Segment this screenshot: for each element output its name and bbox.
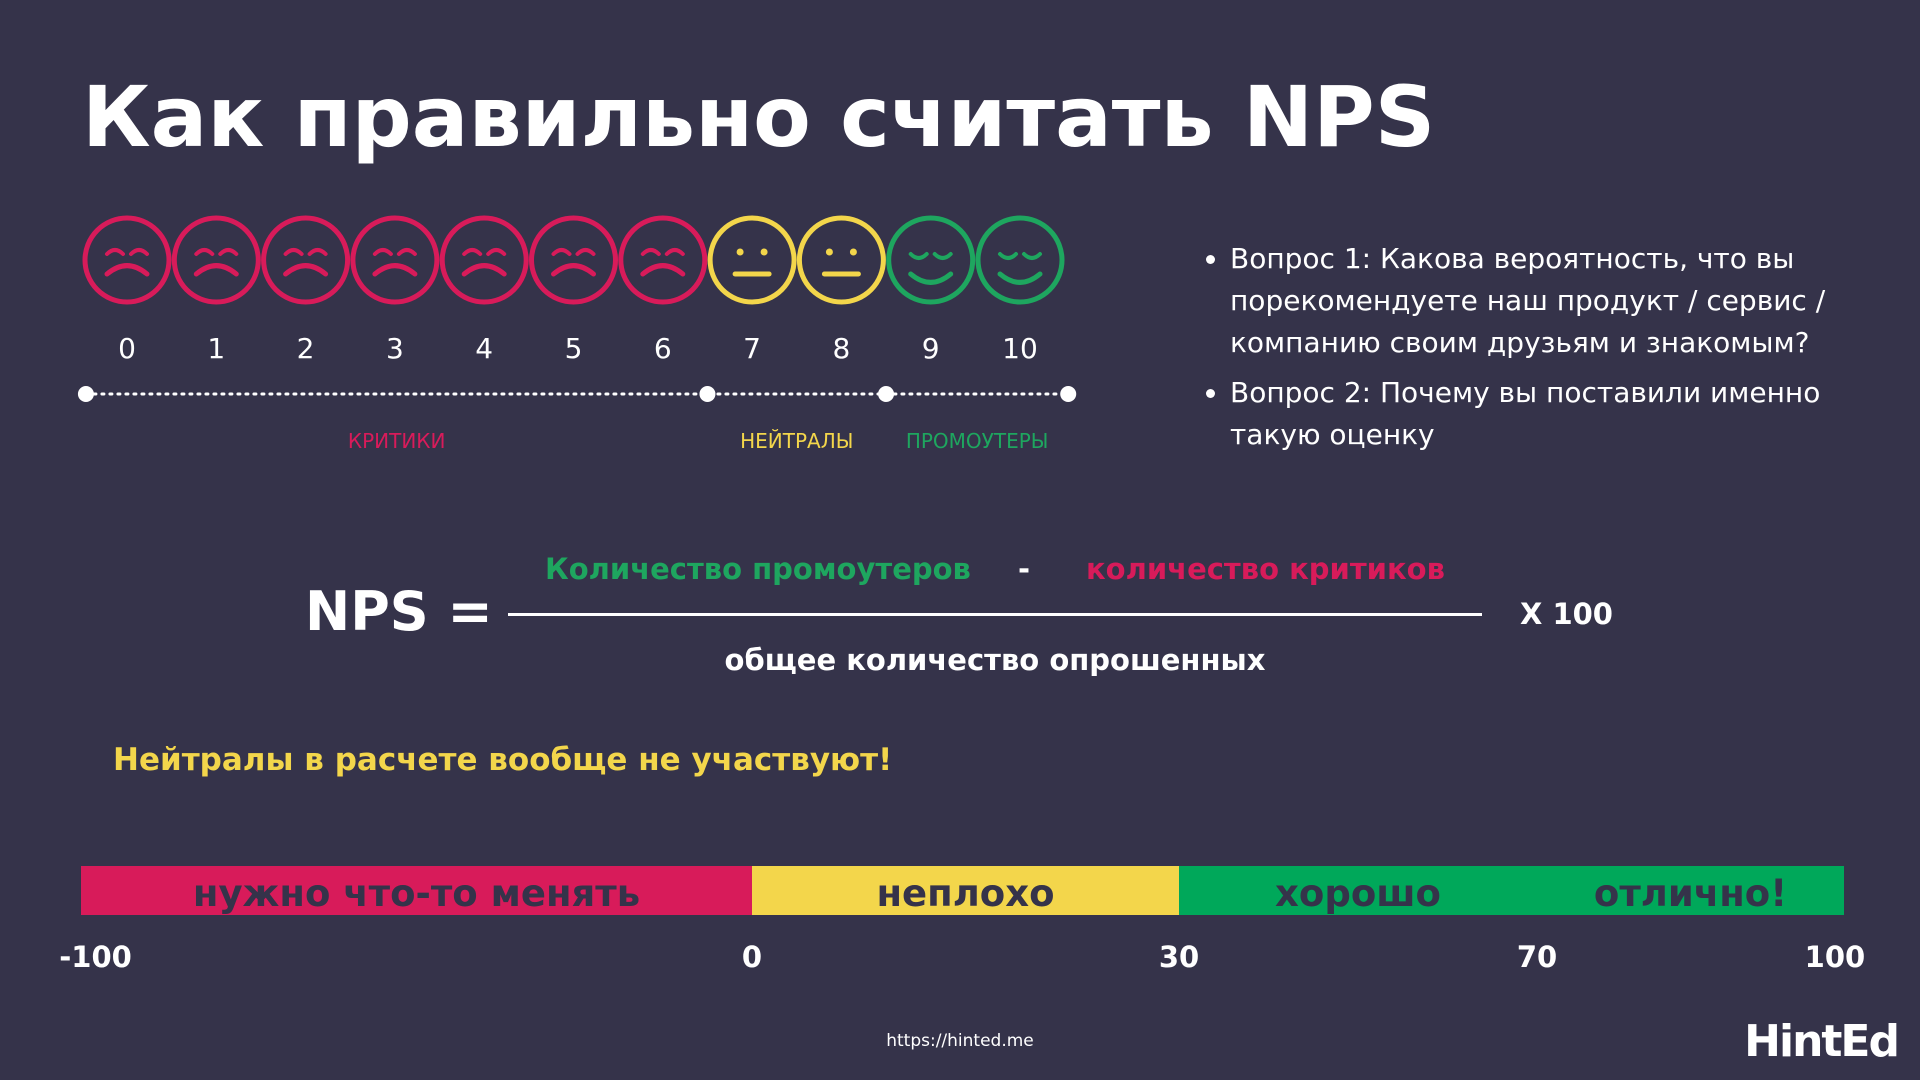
bar-tick-label: 100 (1804, 940, 1866, 974)
score-label: 0 (118, 332, 136, 365)
face-outline (82, 215, 172, 305)
eye (575, 248, 596, 256)
scale-dot (699, 386, 716, 402)
mouth (551, 263, 596, 277)
eye (908, 252, 929, 260)
eye (372, 248, 393, 256)
score-label: 2 (297, 332, 315, 365)
face (350, 215, 440, 305)
scale-dot (878, 386, 895, 402)
scale-dot (1060, 386, 1077, 402)
group-label: КРИТИКИ (348, 429, 446, 453)
face (171, 215, 261, 305)
footer-url: https://hinted.me (886, 1031, 1034, 1051)
mouth (372, 263, 418, 277)
face-outline (707, 215, 797, 305)
group-label: ПРОМОУТЕРЫ (906, 429, 1049, 453)
numerator-left: Количество промоутеров (545, 552, 971, 586)
score-label: 5 (565, 332, 583, 365)
eye (760, 248, 768, 256)
score-label: 6 (654, 332, 672, 365)
mouth (283, 263, 329, 277)
numerator-right: количество критиков (1086, 552, 1445, 586)
question: Вопрос 2: Почему вы поставили именно так… (1230, 372, 1830, 456)
mouth (193, 263, 239, 277)
eye (307, 248, 328, 256)
question: Вопрос 1: Какова вероятность, что вы пор… (1230, 238, 1830, 364)
face (82, 215, 172, 305)
face-outline (796, 215, 886, 305)
rating-bar: нужно что-то менять неплохо хорошо отлично!… (0, 866, 1920, 974)
operator: - (1018, 552, 1031, 586)
multiplier: X 100 (1520, 597, 1613, 631)
face-outline (975, 215, 1065, 305)
fraction-line (508, 613, 1482, 616)
bar-segment: отлично! (1537, 866, 1844, 915)
face (975, 215, 1065, 305)
eye (825, 248, 833, 256)
face-outline (171, 215, 261, 305)
score-label: 10 (1002, 332, 1038, 365)
score-label: 3 (386, 332, 404, 365)
questions: Вопрос 1: Какова вероятность, что вы пор… (1200, 238, 1830, 464)
eye (194, 248, 215, 256)
logo: HintEd (1744, 1016, 1900, 1067)
bar-segment: хорошо (1179, 866, 1537, 915)
face (618, 215, 708, 305)
eye (129, 248, 149, 256)
eye (664, 248, 685, 256)
eye (105, 248, 125, 256)
face (707, 215, 797, 305)
score-label: 7 (743, 332, 761, 365)
formula-lhs: NPS = (305, 580, 493, 643)
mouth (908, 271, 954, 285)
eye (736, 248, 744, 256)
face (886, 215, 976, 305)
face-outline (439, 215, 529, 305)
eye (218, 248, 239, 256)
mouth (461, 263, 507, 277)
bar-tick-label: 0 (741, 940, 763, 974)
eye (998, 252, 1018, 260)
eye (849, 248, 857, 256)
face-outline (261, 215, 351, 305)
mouth (997, 271, 1043, 285)
eye (462, 248, 483, 256)
denominator: общее количество опрошенных (724, 643, 1266, 677)
bar-segment: нужно что-то менять (81, 866, 752, 915)
group-label: НЕЙТРАЛЫ (740, 429, 853, 453)
face (261, 215, 351, 305)
mouth (104, 263, 150, 277)
face (796, 215, 886, 305)
face (439, 215, 529, 305)
bar-tick-label: -100 (59, 940, 132, 974)
note: Нейтралы в расчете вообще не участвуют! (113, 742, 893, 778)
face (529, 215, 618, 305)
eye (396, 248, 417, 256)
face-outline (529, 215, 618, 305)
score-label: 1 (207, 332, 225, 365)
mouth (640, 263, 686, 277)
scale: 0 1 2 3 4 5 6 7 8 9 10 КРИТИКИ НЕЙТРАЛЫ ПРОМОУТЕРЫ (77, 215, 1077, 453)
bar-tick-label: 70 (1516, 940, 1558, 974)
score-label: 8 (832, 332, 850, 365)
face-outline (886, 215, 976, 305)
eye (283, 248, 304, 256)
bar-tick-label: 30 (1158, 940, 1200, 974)
bar-segment: неплохо (752, 866, 1179, 915)
eye (486, 248, 507, 256)
eye (932, 252, 953, 260)
face-outline (350, 215, 440, 305)
scale-dot (77, 386, 94, 402)
title: Как правильно считать NPS (82, 68, 1436, 166)
score-label: 4 (475, 332, 493, 365)
eye (640, 248, 661, 256)
score-label: 9 (922, 332, 940, 365)
eye (551, 248, 572, 256)
face-outline (618, 215, 708, 305)
eye (1022, 252, 1042, 260)
